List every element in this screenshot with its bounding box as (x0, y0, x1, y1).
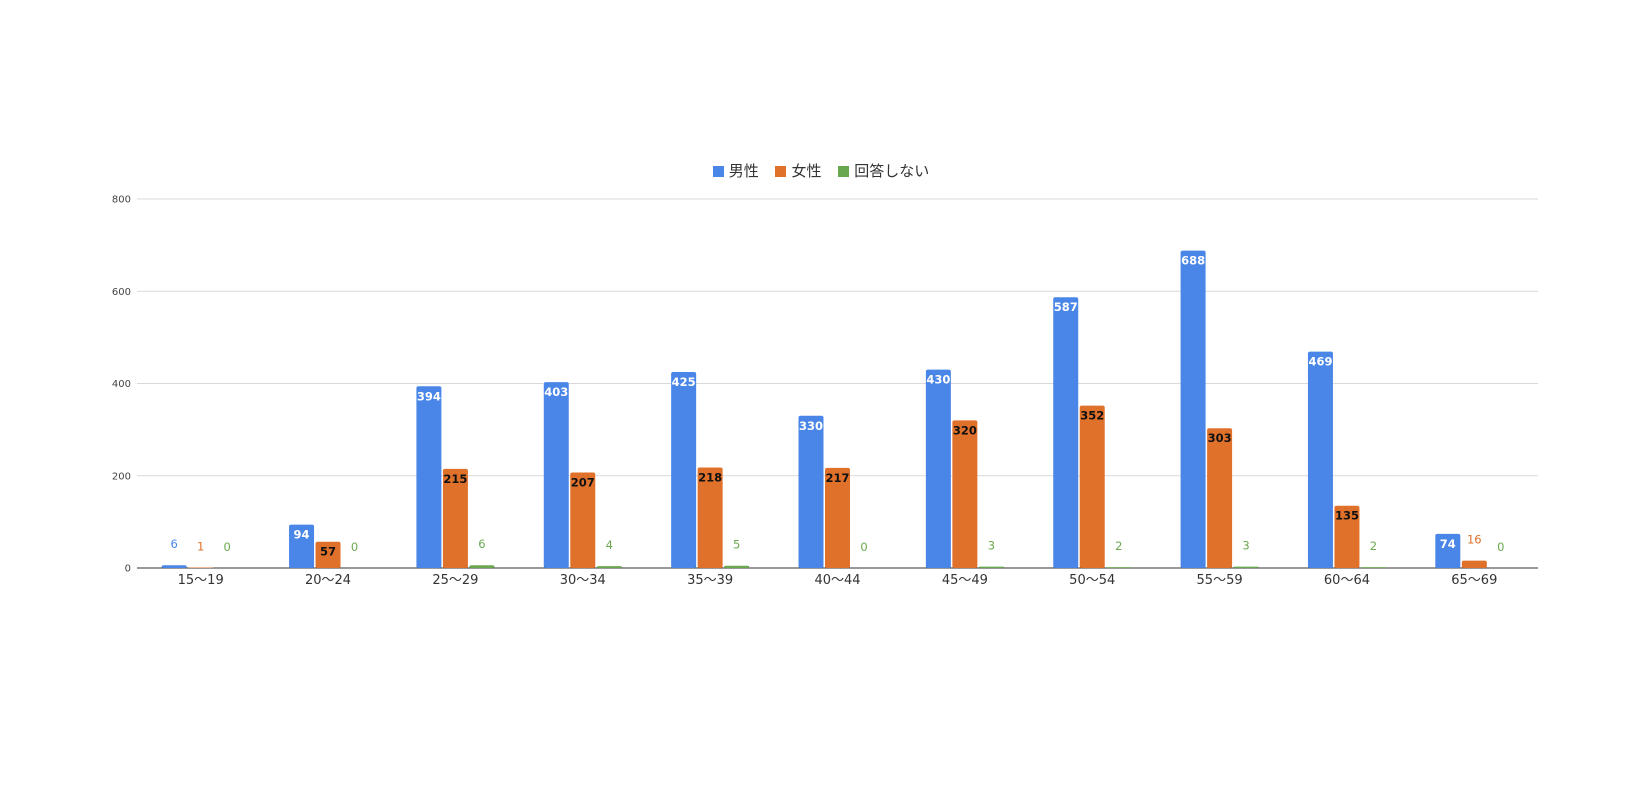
data-label-female: 217 (825, 471, 849, 485)
legend-swatch-male (713, 166, 724, 177)
data-label-no-answer: 3 (1242, 539, 1249, 553)
bar-no-answer (597, 566, 622, 568)
data-label-male: 394 (417, 389, 441, 403)
bar-male (544, 382, 569, 568)
x-tick-label: 55〜59 (1197, 573, 1243, 588)
y-tick-label: 400 (112, 379, 131, 390)
x-tick-label: 45〜49 (942, 573, 988, 588)
legend-label-male: 男性 (729, 162, 759, 180)
data-label-no-answer: 6 (478, 537, 485, 551)
legend-item-female: 女性 (775, 160, 821, 181)
data-label-female: 215 (443, 472, 467, 486)
data-label-no-answer: 0 (1497, 540, 1504, 554)
data-label-no-answer: 2 (1370, 539, 1377, 553)
data-label-female: 1 (197, 540, 204, 554)
x-tick-label: 25〜29 (432, 573, 478, 588)
x-tick-label: 50〜54 (1069, 573, 1115, 588)
bar-no-answer (469, 565, 494, 568)
bar-no-answer (1361, 567, 1386, 568)
data-label-male: 688 (1181, 254, 1205, 268)
data-label-male: 430 (926, 373, 950, 387)
data-label-no-answer: 3 (988, 539, 995, 553)
bar-no-answer (979, 567, 1004, 568)
bar-male (926, 370, 951, 568)
data-label-male: 469 (1308, 355, 1332, 369)
y-tick-label: 600 (112, 287, 131, 298)
data-label-no-answer: 0 (351, 540, 358, 554)
y-tick-label: 800 (112, 195, 131, 206)
data-label-no-answer: 0 (224, 540, 231, 554)
bar-no-answer (724, 566, 749, 568)
bar-no-answer (1106, 567, 1131, 568)
data-label-female: 16 (1467, 533, 1482, 547)
x-tick-label: 40〜44 (814, 573, 860, 588)
x-tick-label: 35〜39 (687, 573, 733, 588)
data-label-female: 218 (698, 470, 722, 484)
bar-male (799, 416, 824, 568)
x-tick-label: 30〜34 (560, 573, 606, 588)
bar-no-answer (1234, 567, 1259, 568)
x-tick-label: 65〜69 (1451, 573, 1497, 588)
legend-label-female: 女性 (791, 162, 821, 180)
legend: 男性 女性 回答しない (0, 160, 1642, 181)
data-label-male: 330 (799, 419, 823, 433)
data-label-no-answer: 4 (606, 538, 613, 552)
bar-female (952, 420, 977, 568)
bar-male (1053, 297, 1078, 568)
y-tick-label: 200 (112, 471, 131, 482)
data-label-female: 303 (1208, 431, 1232, 445)
data-label-no-answer: 0 (860, 540, 867, 554)
bar-female (1462, 561, 1487, 568)
data-label-male: 403 (544, 385, 568, 399)
x-tick-label: 15〜19 (178, 573, 224, 588)
data-label-female: 57 (320, 545, 336, 559)
data-label-male: 6 (171, 537, 178, 551)
bar-female (1207, 428, 1232, 568)
bar-male (162, 565, 187, 568)
bar-female (1080, 406, 1105, 568)
legend-swatch-no-answer (838, 166, 849, 177)
legend-item-no-answer: 回答しない (838, 160, 929, 181)
legend-label-no-answer: 回答しない (854, 162, 929, 180)
bar-male (416, 386, 441, 568)
data-label-male: 74 (1440, 537, 1456, 551)
legend-item-male: 男性 (713, 160, 759, 181)
legend-swatch-female (775, 166, 786, 177)
y-tick-label: 0 (125, 564, 131, 575)
bar-male (1308, 352, 1333, 568)
data-label-female: 320 (953, 423, 977, 437)
data-label-no-answer: 5 (733, 538, 740, 552)
bar-male (1181, 251, 1206, 568)
data-label-female: 135 (1335, 509, 1359, 523)
x-tick-label: 20〜24 (305, 573, 351, 588)
data-label-female: 207 (571, 476, 595, 490)
x-tick-label: 60〜64 (1324, 573, 1370, 588)
data-label-female: 352 (1080, 409, 1104, 423)
data-label-male: 94 (294, 528, 310, 542)
data-label-male: 587 (1054, 300, 1078, 314)
bar-male (671, 372, 696, 568)
data-label-no-answer: 2 (1115, 539, 1122, 553)
data-label-male: 425 (672, 375, 696, 389)
